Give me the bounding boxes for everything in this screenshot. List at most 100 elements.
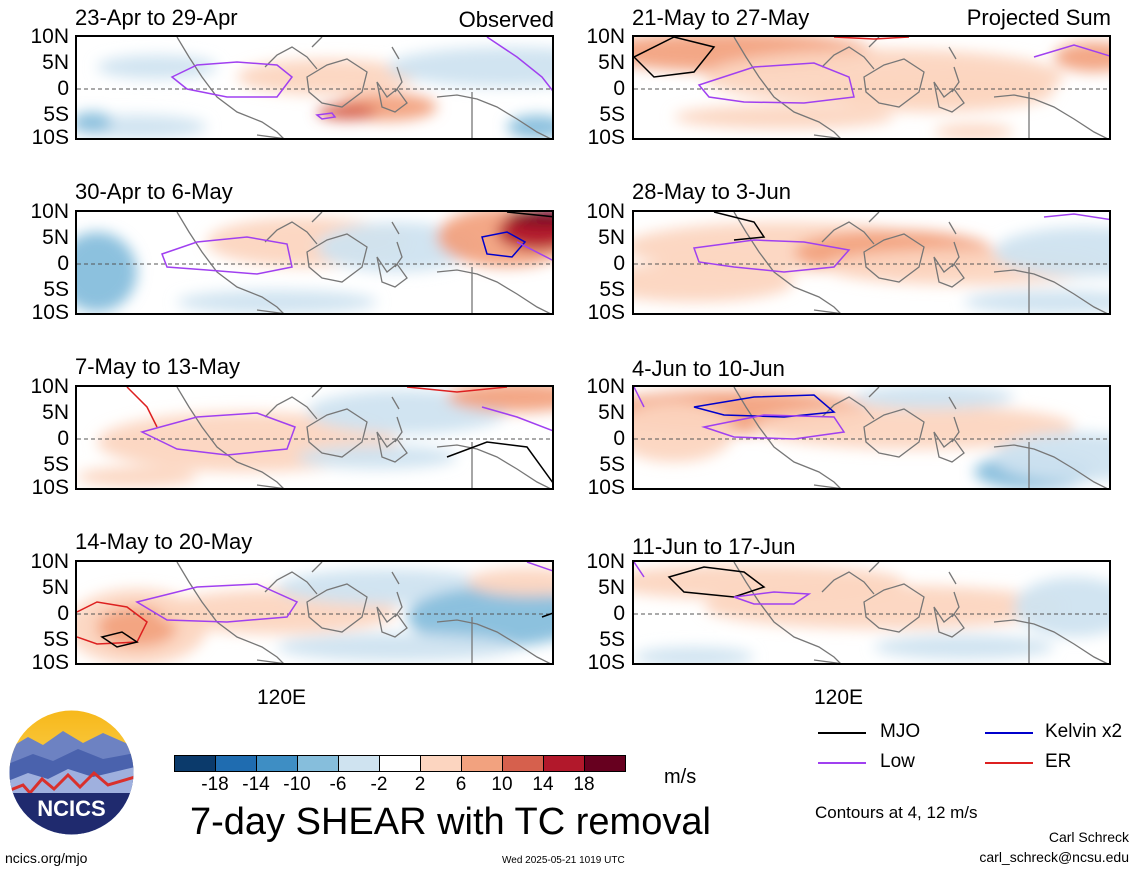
y-tick-label: 5S [599,103,625,126]
author: Carl Schreck [1048,829,1129,845]
colorbar-label: 14 [532,774,554,795]
coastline [436,619,551,663]
coastline [933,431,965,463]
coastline [813,484,842,488]
coastline [376,81,408,113]
colorbar-swatch [256,755,298,772]
coastline [933,256,965,288]
shear-fill [97,607,177,647]
coastline [733,212,841,313]
shear-fill [874,635,1054,659]
shear-fill [814,72,1054,112]
ncics-logo: NCICS [8,709,135,836]
y-tick-label: 0 [613,427,625,450]
coastline [863,58,925,108]
colorbar-swatch [338,755,380,772]
contour-line [693,394,836,418]
coastline [176,37,284,138]
y-tick-label: 10S [31,126,69,149]
coastline [376,431,408,463]
shear-fill [704,585,1064,629]
y-tick-label: 10S [587,651,625,674]
panel-label: Observed [458,7,554,32]
coastline [993,269,1108,313]
contour-line [516,241,552,261]
coastline [813,134,842,138]
contour-line [406,387,508,393]
shear-map [75,385,554,490]
colorbar-swatch [420,755,462,772]
y-tick-label: 10N [586,200,625,223]
contour-line [77,601,148,645]
y-tick-label: 5S [43,103,69,126]
y-tick-label: 5S [43,453,69,476]
shear-fill [317,222,477,272]
contour-line [486,37,552,92]
y-tick-label: 5N [42,226,69,249]
y-tick-label: 10S [31,651,69,674]
panel-title: 11-Jun to 17-Jun [632,534,796,559]
contour-line [692,239,851,273]
coastline [821,46,875,70]
coastline [868,212,880,223]
coastline [436,269,551,313]
coastline [436,94,551,138]
shear-fill [387,47,552,87]
legend-line-kelvin [985,732,1033,734]
coastline [993,444,1108,488]
colorbar-swatch [502,755,544,772]
colorbar-label: -10 [283,774,311,795]
colorbar-swatch [379,755,421,772]
shear-fill [634,402,734,462]
contour-line [697,62,855,104]
y-tick-label: 5S [599,453,625,476]
shear-fill [77,467,197,487]
y-tick-label: 5N [42,51,69,74]
y-tick-label: 0 [613,602,625,625]
shear-fill [447,387,552,412]
shear-fill [97,55,217,79]
contour-line [1043,213,1109,221]
legend-label-mjo: MJO [880,721,921,742]
shear-fill [467,568,552,596]
shear-fill [634,262,794,302]
coastline [863,408,925,458]
colorbar-units: m/s [664,766,697,788]
logo-text: NCICS [37,796,105,821]
shear-fill [317,104,377,120]
colorbar-label: 2 [414,774,426,795]
y-tick-label: 10N [30,550,69,573]
legend-label-low: Low [880,751,915,772]
coastline [868,387,880,398]
coastline [733,387,841,488]
coastline [821,571,875,595]
contour-line [667,566,766,598]
coastline [813,309,842,313]
coastline [311,562,323,573]
contour-line [833,37,910,40]
shear-map [632,385,1111,490]
contour-line [161,236,293,275]
contour-line [481,406,552,432]
coastline [863,233,925,283]
y-tick-label: 0 [57,602,69,625]
coastline [993,94,1108,138]
y-tick-label: 0 [57,77,69,100]
colorbar-swatch [297,755,339,772]
colorbar-label: -14 [242,774,270,795]
shear-fill [964,290,1109,313]
shear-fill [1054,42,1109,72]
x-tick-left: 120E [257,686,307,709]
coastline [176,212,284,313]
shear-fill [674,105,894,129]
panel-title: 30-Apr to 6-May [75,179,233,204]
colorbar-swatch [215,755,257,772]
coastline [933,606,965,638]
coastline [311,387,323,398]
coastline [376,606,408,638]
coastline [306,233,368,283]
panel-title: 23-Apr to 29-Apr [75,5,238,30]
shear-fill [754,405,1074,449]
contour-line [634,37,716,78]
coastline [868,562,880,573]
